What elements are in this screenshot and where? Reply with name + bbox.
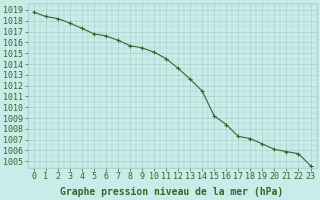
X-axis label: Graphe pression niveau de la mer (hPa): Graphe pression niveau de la mer (hPa)	[60, 186, 284, 197]
